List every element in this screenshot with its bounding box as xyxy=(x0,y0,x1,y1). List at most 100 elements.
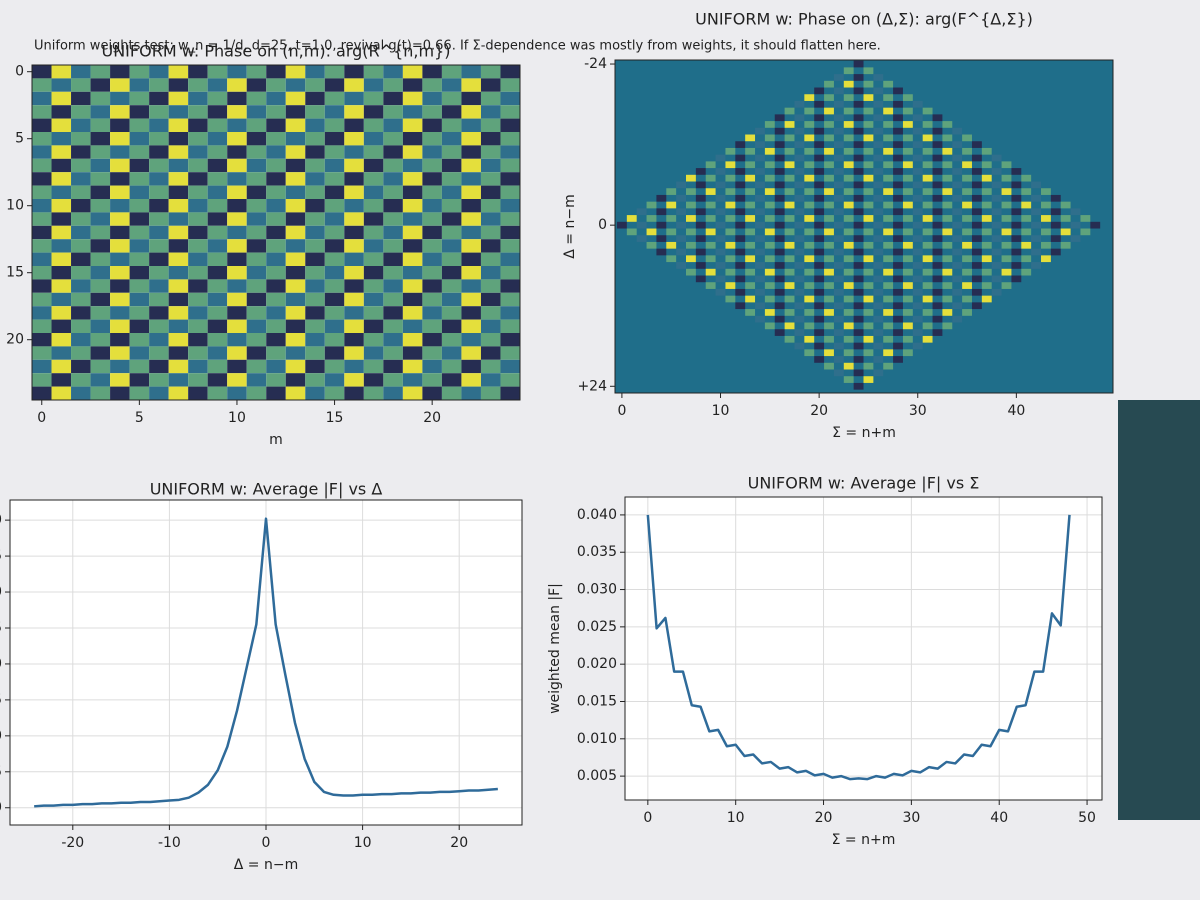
heatmap-cell xyxy=(71,346,91,360)
heatmap-cell xyxy=(735,194,746,202)
heatmap-cell xyxy=(344,105,364,119)
heatmap-cell xyxy=(686,268,696,276)
heatmap-cell xyxy=(110,279,130,293)
heatmap-cell xyxy=(227,266,247,280)
plot-background xyxy=(625,497,1102,800)
heatmap-cell xyxy=(784,121,795,128)
heatmap-cell xyxy=(814,208,825,216)
heatmap-cell xyxy=(402,185,423,199)
heatmap-cell xyxy=(952,275,963,283)
heatmap-cell xyxy=(188,212,208,226)
heatmap-cell xyxy=(824,201,834,209)
heatmap-cell xyxy=(853,342,864,350)
heatmap-cell xyxy=(110,346,130,360)
heatmap-cell xyxy=(266,145,286,159)
heatmap-cell xyxy=(912,288,923,296)
heatmap-cell xyxy=(833,342,844,350)
heatmap-cell xyxy=(853,74,864,81)
heatmap-cell xyxy=(363,78,384,92)
heatmap-cell xyxy=(500,333,520,347)
heatmap-cell xyxy=(873,329,884,336)
heatmap-cell xyxy=(363,132,384,146)
heatmap-cell xyxy=(227,212,247,226)
heatmap-cell xyxy=(656,235,667,242)
heatmap-cell xyxy=(873,275,884,283)
heatmap-cell xyxy=(863,295,874,303)
heatmap-cell xyxy=(922,309,933,316)
heatmap-cell xyxy=(912,315,923,323)
heatmap-cell xyxy=(90,292,111,307)
heatmap-cell xyxy=(90,279,111,293)
heatmap-cell xyxy=(500,386,520,400)
heatmap-cell xyxy=(480,386,501,400)
heatmap-cell xyxy=(735,154,746,162)
heatmap-cell xyxy=(363,333,384,347)
heatmap-cell xyxy=(207,306,228,320)
heatmap-cell xyxy=(149,225,169,240)
heatmap-cell xyxy=(168,172,189,186)
heatmap-cell xyxy=(695,248,706,256)
heatmap-cell xyxy=(735,235,746,242)
x-tick-label: 5 xyxy=(135,410,144,426)
heatmap-cell xyxy=(666,201,677,209)
heatmap-cell xyxy=(991,235,1002,242)
heatmap-cell xyxy=(324,252,345,266)
heatmap-cell xyxy=(285,252,306,266)
heatmap-cell xyxy=(843,134,854,142)
heatmap-cell xyxy=(246,239,267,253)
heatmap-cell xyxy=(207,373,228,387)
heatmap-cell xyxy=(715,168,726,175)
heatmap-cell xyxy=(324,78,345,92)
heatmap-cell xyxy=(873,141,884,148)
heatmap-cell xyxy=(363,359,384,374)
heatmap-cell xyxy=(725,295,736,303)
heatmap-cell xyxy=(676,221,687,229)
heatmap-cell xyxy=(168,319,189,333)
heatmap-cell xyxy=(32,252,52,266)
heatmap-cell xyxy=(745,147,756,155)
heatmap-cell xyxy=(90,252,111,266)
heatmap-cell xyxy=(873,208,884,216)
heatmap-cell xyxy=(188,65,208,79)
heatmap-cell xyxy=(305,91,325,106)
heatmap-cell xyxy=(500,199,520,213)
heatmap-cell xyxy=(480,279,501,293)
heatmap-cell xyxy=(227,158,247,173)
heatmap-cell xyxy=(461,239,481,253)
heatmap-cell xyxy=(51,199,72,213)
heatmap-cell xyxy=(942,282,953,289)
heatmap-cell xyxy=(285,199,306,213)
heatmap-cell xyxy=(932,154,943,162)
heatmap-cell xyxy=(646,228,657,236)
heatmap-cell xyxy=(902,282,913,289)
heatmap-cell xyxy=(129,145,150,159)
heatmap-cell xyxy=(932,208,943,216)
heatmap-cell xyxy=(883,161,894,169)
heatmap-cell xyxy=(461,386,481,400)
heatmap-cell xyxy=(188,145,208,159)
heatmap-cell xyxy=(32,65,52,79)
heatmap-cell xyxy=(922,201,933,209)
heatmap-cell xyxy=(1041,215,1051,222)
heatmap-cell xyxy=(794,100,805,108)
heatmap-cell xyxy=(705,241,716,249)
heatmap-cell xyxy=(32,118,52,132)
heatmap-cell xyxy=(952,168,963,175)
heatmap-cell xyxy=(129,132,150,146)
heatmap-cell xyxy=(794,154,805,162)
heatmap-cell xyxy=(149,212,169,226)
heatmap-cell xyxy=(794,221,805,229)
heatmap-cell xyxy=(1041,201,1051,209)
heatmap-cell xyxy=(902,322,913,330)
heatmap-cell xyxy=(725,174,736,182)
heatmap-cell xyxy=(441,105,462,119)
heatmap-cell xyxy=(500,185,520,199)
heatmap-cell xyxy=(32,306,52,320)
heatmap-cell xyxy=(305,145,325,159)
heatmap-cell xyxy=(90,225,111,240)
heatmap-cell xyxy=(893,208,903,216)
heatmap-cell xyxy=(666,255,677,263)
heatmap-cell xyxy=(1001,241,1012,249)
y-tick-label: 0.025 xyxy=(0,620,2,636)
heatmap-cell xyxy=(129,386,150,400)
